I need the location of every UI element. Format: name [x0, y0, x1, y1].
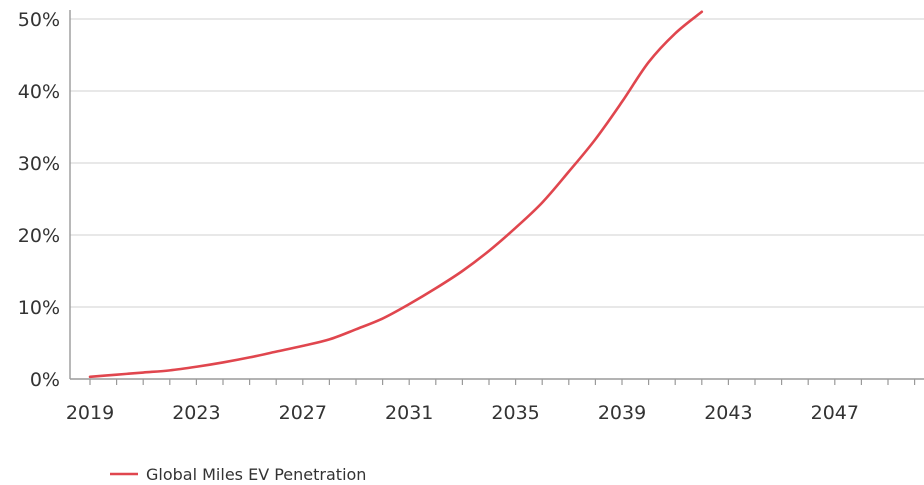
x-axis-labels: 2019 2023 2027 2031 2035 2039 2043 2047 — [66, 402, 859, 424]
y-tick-label: 50% — [18, 9, 60, 31]
x-axis-ticks — [89, 379, 916, 385]
y-tick-label: 40% — [18, 81, 60, 103]
y-tick-label: 30% — [18, 153, 60, 175]
x-tick-label: 2019 — [66, 402, 114, 424]
y-axis-labels: 0% 10% 20% 30% 40% 50% — [18, 9, 60, 391]
x-tick-label: 2031 — [385, 402, 433, 424]
legend-label: Global Miles EV Penetration — [146, 465, 366, 484]
x-tick-label: 2039 — [598, 402, 646, 424]
x-tick-label: 2035 — [491, 402, 539, 424]
y-tick-label: 0% — [30, 369, 60, 391]
y-tick-label: 20% — [18, 225, 60, 247]
x-tick-label: 2023 — [172, 402, 220, 424]
series-line — [88, 10, 704, 379]
x-tick-label: 2027 — [279, 402, 327, 424]
x-tick-label: 2047 — [811, 402, 859, 424]
legend: Global Miles EV Penetration — [110, 465, 366, 484]
gridlines — [70, 18, 924, 308]
y-tick-label: 10% — [18, 297, 60, 319]
series-lines — [88, 10, 704, 379]
x-tick-label: 2043 — [704, 402, 752, 424]
